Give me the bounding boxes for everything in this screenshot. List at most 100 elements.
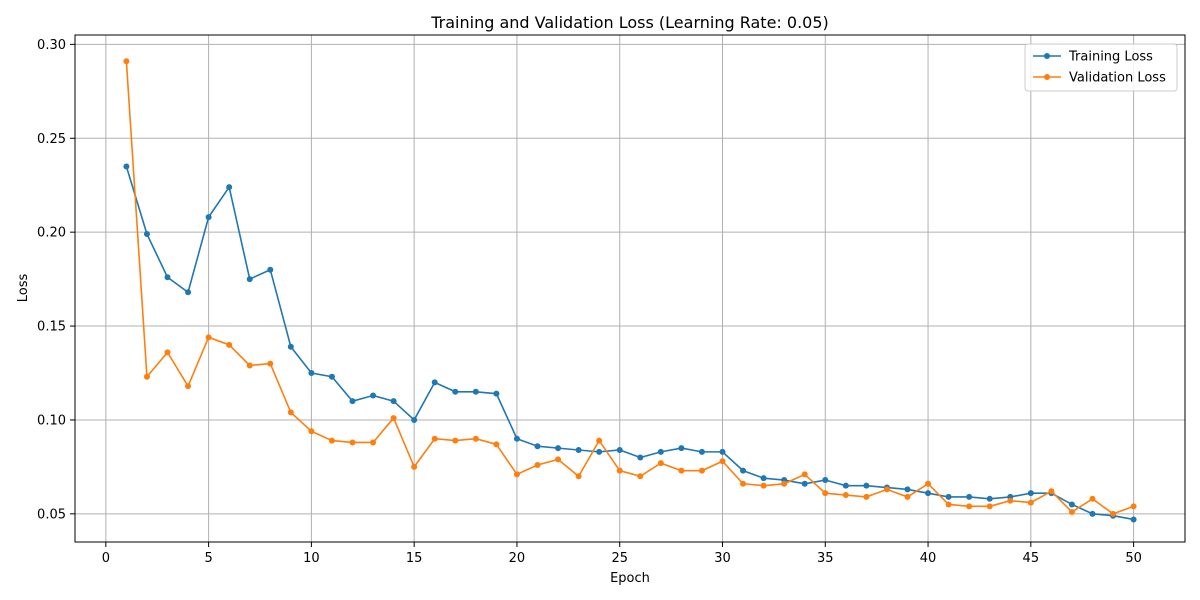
- training-loss-point: [1130, 516, 1137, 523]
- training-loss-line: [125, 166, 1134, 521]
- training-loss-point: [596, 448, 603, 455]
- validation-loss-point: [308, 428, 315, 435]
- validation-loss-point: [657, 460, 664, 467]
- validation-loss-point: [287, 409, 294, 416]
- training-loss-point: [431, 379, 438, 386]
- y-tick-label: 0.30: [37, 38, 66, 53]
- training-loss-point: [637, 454, 644, 461]
- validation-loss-legend-label: Validation Loss: [1069, 71, 1166, 86]
- validation-loss-point: [205, 334, 212, 341]
- training-loss-legend-marker: [1044, 53, 1050, 59]
- training-loss-point: [143, 231, 150, 238]
- training-loss-point: [1068, 501, 1075, 508]
- training-loss-point: [945, 493, 952, 500]
- y-tick-label: 0.20: [37, 226, 66, 241]
- y-tick-label: 0.10: [37, 413, 66, 428]
- validation-loss-point: [986, 503, 993, 510]
- series-layer: [123, 58, 1137, 523]
- x-tick-label: 15: [406, 551, 423, 566]
- y-axis-label: Loss: [16, 274, 31, 303]
- training-loss-point: [267, 266, 274, 273]
- validation-loss-point: [123, 58, 130, 65]
- validation-loss-point: [1007, 497, 1014, 504]
- validation-loss-point: [698, 467, 705, 474]
- training-loss-point: [678, 445, 685, 452]
- grid-lines: [75, 35, 1185, 542]
- validation-loss-point: [637, 473, 644, 480]
- validation-loss-point: [493, 441, 500, 448]
- validation-loss-point: [1027, 499, 1034, 506]
- training-loss-point: [185, 289, 192, 296]
- validation-loss-point: [452, 437, 459, 444]
- validation-loss-point: [472, 435, 479, 442]
- training-loss-point: [246, 276, 253, 283]
- training-loss-point: [493, 390, 500, 397]
- training-loss-point: [740, 467, 747, 474]
- x-tick-label: 5: [204, 551, 212, 566]
- training-loss-point: [842, 482, 849, 489]
- validation-loss-point: [863, 493, 870, 500]
- chart-title: Training and Validation Loss (Learning R…: [430, 13, 829, 32]
- validation-loss-point: [822, 490, 829, 497]
- training-loss-point: [760, 475, 767, 482]
- training-loss-point: [719, 448, 726, 455]
- validation-loss-point: [678, 467, 685, 474]
- x-axis-label: Epoch: [610, 571, 650, 586]
- validation-loss-point: [1110, 510, 1117, 517]
- validation-loss-point: [925, 480, 932, 487]
- validation-loss-point: [390, 415, 397, 422]
- x-tick-label: 30: [714, 551, 731, 566]
- validation-loss-point: [164, 349, 171, 356]
- training-loss-point: [472, 388, 479, 395]
- validation-loss-point: [1130, 503, 1137, 510]
- validation-loss-point: [904, 493, 911, 500]
- training-loss-point: [801, 480, 808, 487]
- training-loss-point: [925, 490, 932, 497]
- training-loss-point: [513, 435, 520, 442]
- training-loss-point: [616, 446, 623, 453]
- validation-loss-point: [555, 456, 562, 463]
- x-tick-label: 35: [817, 551, 834, 566]
- legend: Training Loss Validation Loss: [1024, 43, 1178, 92]
- x-tick-label: 40: [920, 551, 937, 566]
- validation-loss-point: [185, 383, 192, 390]
- validation-loss-legend-marker: [1044, 74, 1050, 80]
- validation-loss-point: [760, 482, 767, 489]
- training-loss-point: [986, 495, 993, 502]
- validation-loss-point: [534, 462, 541, 469]
- validation-loss-point: [143, 373, 150, 380]
- validation-loss-point: [575, 473, 582, 480]
- training-loss-point: [904, 486, 911, 493]
- training-loss-point: [205, 214, 212, 221]
- legend-box: [1024, 43, 1178, 92]
- x-tick-label: 50: [1125, 551, 1142, 566]
- training-loss-point: [575, 446, 582, 453]
- training-loss-point: [534, 443, 541, 450]
- validation-loss-point: [267, 360, 274, 367]
- x-axis-ticks: 0 5 10 15 20 25 30 35 40 45 50: [102, 542, 1142, 566]
- validation-loss-point: [719, 458, 726, 465]
- validation-loss-point: [883, 486, 890, 493]
- validation-loss-point: [349, 439, 356, 446]
- validation-loss-point: [226, 341, 233, 348]
- training-loss-point: [349, 398, 356, 405]
- validation-loss-point: [246, 362, 253, 369]
- x-tick-label: 0: [102, 551, 110, 566]
- training-loss-point: [698, 448, 705, 455]
- validation-loss-point: [1048, 488, 1055, 495]
- x-tick-label: 20: [509, 551, 526, 566]
- x-tick-label: 10: [303, 551, 320, 566]
- training-loss-point: [452, 388, 459, 395]
- validation-loss-point: [1068, 508, 1075, 515]
- validation-loss-point: [945, 501, 952, 508]
- training-loss-point: [966, 493, 973, 500]
- training-loss-point: [390, 398, 397, 405]
- validation-loss-point: [801, 471, 808, 478]
- plot-frame: [74, 34, 1186, 543]
- training-loss-point: [226, 184, 233, 191]
- x-tick-label: 25: [611, 551, 628, 566]
- training-loss-legend-label: Training Loss: [1068, 50, 1153, 65]
- training-loss-point: [411, 416, 418, 423]
